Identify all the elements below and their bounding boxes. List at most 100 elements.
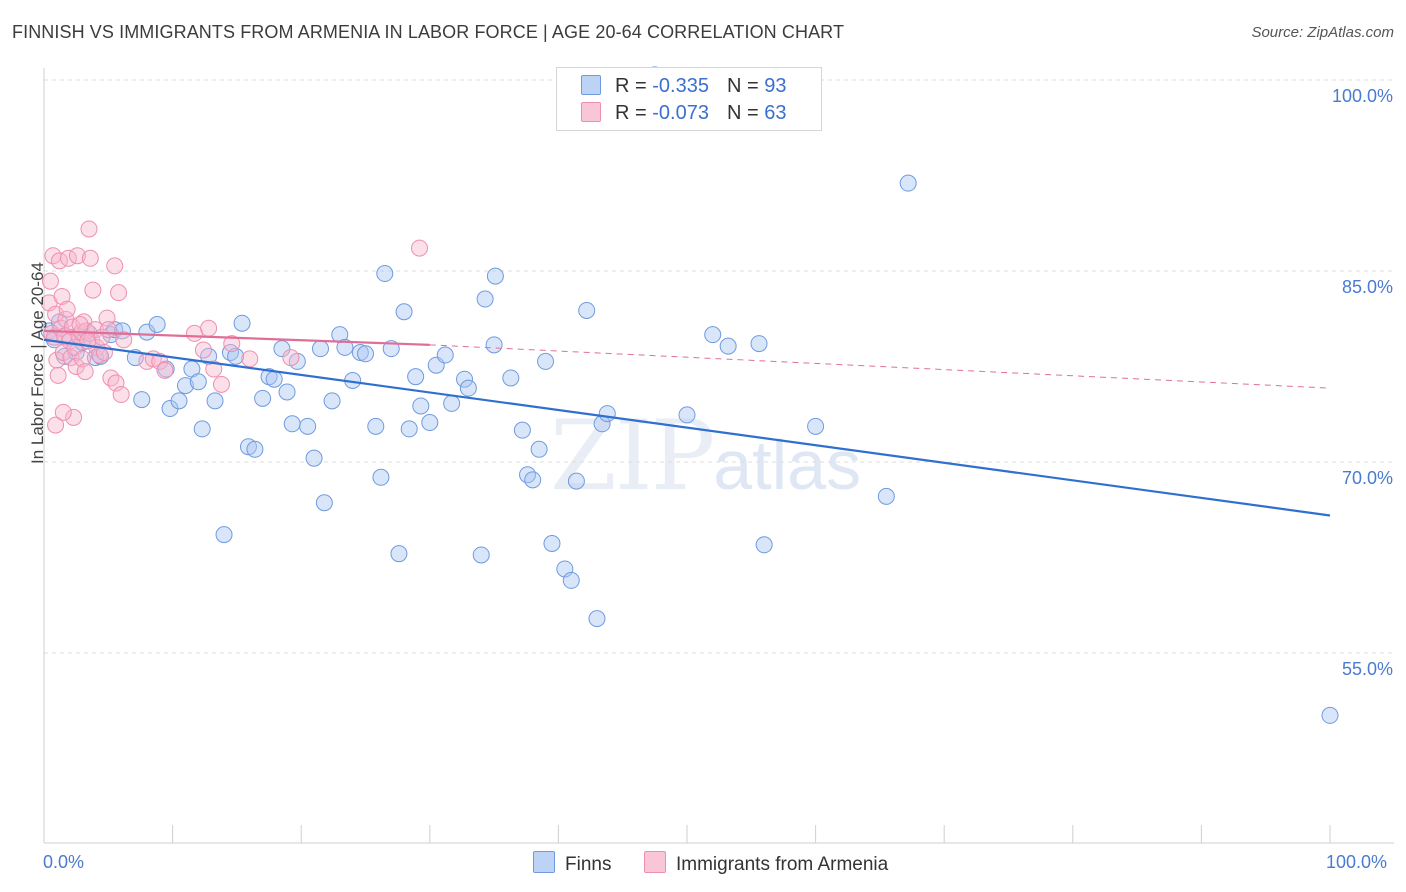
armenia-point bbox=[41, 272, 59, 290]
finns-point bbox=[273, 340, 291, 358]
armenia-point bbox=[47, 416, 65, 434]
finns-trend-line bbox=[43, 338, 1331, 517]
finns-point bbox=[390, 545, 408, 563]
bottom-legend-armenia: Immigrants from Armenia bbox=[644, 851, 888, 876]
armenia-r-value: -0.073 bbox=[652, 102, 709, 124]
finns-point bbox=[400, 420, 418, 438]
finns-point bbox=[367, 417, 385, 435]
armenia-point bbox=[223, 335, 241, 353]
armenia-point bbox=[68, 247, 86, 265]
correlation-legend: R = -0.335 N = 93 R = -0.073 N = 63 bbox=[556, 67, 822, 131]
finns-legend-swatch bbox=[533, 851, 555, 873]
armenia-point bbox=[106, 257, 124, 275]
y-tick-label: 85.0% bbox=[1341, 277, 1393, 297]
finns-point bbox=[755, 536, 773, 554]
armenia-legend-label: Immigrants from Armenia bbox=[676, 854, 889, 875]
armenia-trend-line bbox=[43, 329, 430, 346]
finns-point bbox=[472, 546, 490, 564]
armenia-point bbox=[115, 331, 133, 349]
armenia-n-value: 63 bbox=[764, 102, 787, 124]
y-tick-label: 100.0% bbox=[1331, 86, 1393, 106]
finns-point bbox=[376, 265, 394, 283]
axes bbox=[43, 68, 1394, 844]
finns-point bbox=[877, 487, 895, 505]
armenia-point bbox=[81, 249, 99, 267]
armenia-legend-swatch bbox=[644, 851, 666, 873]
finns-point bbox=[299, 417, 317, 435]
bottom-legend-finns: Finns bbox=[533, 851, 611, 876]
finns-point bbox=[206, 392, 224, 410]
y-tick-label: 70.0% bbox=[1341, 468, 1393, 488]
armenia-point bbox=[58, 300, 76, 318]
finns-point bbox=[372, 468, 390, 486]
finns-point bbox=[578, 301, 596, 319]
armenia-point bbox=[185, 324, 203, 342]
finns-point bbox=[246, 440, 264, 458]
armenia-point bbox=[80, 220, 98, 238]
x-tick-label-min: 0.0% bbox=[43, 852, 85, 872]
finns-point bbox=[323, 392, 341, 410]
finns-r-label: R = bbox=[615, 75, 647, 97]
armenia-points bbox=[40, 220, 429, 434]
armenia-point bbox=[151, 352, 169, 370]
finns-point bbox=[1321, 706, 1339, 724]
finns-point bbox=[176, 377, 194, 395]
finns-point bbox=[537, 352, 555, 370]
finns-point bbox=[305, 449, 323, 467]
finns-point bbox=[704, 326, 722, 344]
finns-point bbox=[524, 471, 542, 489]
y-axis-label: In Labor Force | Age 20-64 bbox=[28, 262, 47, 464]
finns-point bbox=[283, 415, 301, 433]
finns-point bbox=[562, 571, 580, 589]
finns-point bbox=[233, 314, 251, 332]
armenia-point bbox=[241, 350, 259, 368]
finns-point bbox=[486, 267, 504, 285]
armenia-point bbox=[194, 341, 212, 359]
finns-point bbox=[148, 315, 166, 333]
finns-point bbox=[513, 421, 531, 439]
finns-point bbox=[260, 368, 278, 386]
finns-point bbox=[456, 370, 474, 388]
armenia-point bbox=[53, 287, 71, 305]
chart-title: FINNISH VS IMMIGRANTS FROM ARMENIA IN LA… bbox=[12, 22, 845, 42]
finns-point bbox=[357, 345, 374, 363]
finns-point bbox=[227, 347, 245, 365]
finns-n-value: 93 bbox=[764, 75, 787, 97]
finns-r-value: -0.335 bbox=[652, 75, 709, 97]
finns-point bbox=[412, 397, 430, 415]
finns-point bbox=[598, 405, 616, 423]
watermark: ZIPatlas bbox=[550, 400, 861, 512]
finns-point bbox=[543, 534, 561, 552]
armenia-point bbox=[102, 369, 120, 387]
finns-point bbox=[278, 383, 296, 401]
armenia-point bbox=[49, 366, 67, 384]
finns-point bbox=[899, 174, 917, 192]
finns-point bbox=[750, 335, 768, 353]
armenia-point bbox=[200, 319, 218, 337]
finns-point bbox=[336, 338, 354, 356]
finns-point bbox=[315, 494, 333, 512]
armenia-point bbox=[76, 363, 94, 381]
finns-point bbox=[502, 369, 520, 387]
finns-n-label: N = bbox=[726, 75, 759, 97]
armenia-point bbox=[65, 408, 83, 426]
legend-row-finns: R = -0.335 N = 93 bbox=[581, 75, 786, 99]
legend-row-armenia: R = -0.073 N = 63 bbox=[581, 102, 786, 126]
finns-point bbox=[459, 379, 477, 397]
armenia-point bbox=[112, 386, 130, 404]
finns-point bbox=[567, 472, 585, 490]
y-tick-label: 55.0% bbox=[1341, 659, 1393, 679]
trend-lines bbox=[43, 329, 1331, 517]
finns-point bbox=[193, 420, 211, 438]
armenia-point bbox=[54, 403, 72, 421]
watermark-zip: ZIP bbox=[550, 400, 715, 512]
armenia-n-label: N = bbox=[726, 102, 759, 124]
finns-point bbox=[719, 337, 737, 355]
finns-point bbox=[311, 340, 329, 358]
armenia-swatch bbox=[581, 102, 601, 122]
armenia-point bbox=[84, 281, 102, 299]
finns-swatch bbox=[581, 75, 601, 95]
armenia-point bbox=[99, 321, 117, 339]
finns-point bbox=[189, 373, 207, 391]
